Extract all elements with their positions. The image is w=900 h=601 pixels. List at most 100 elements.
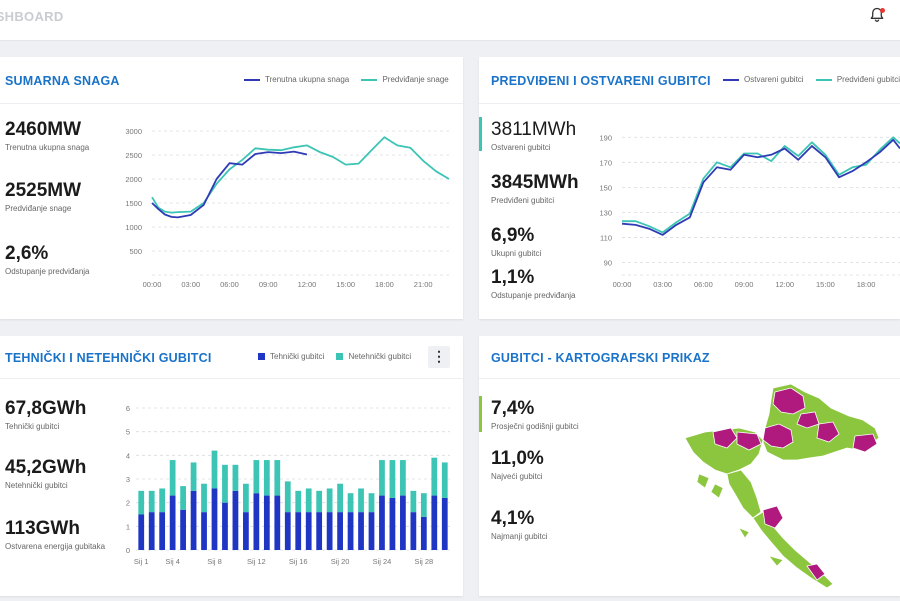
bar-nontechnical [410, 490, 417, 513]
x-tick-label: 21:00 [414, 280, 433, 289]
bar-nontechnical [232, 464, 239, 491]
chart-legend: Ostvareni gubitci Predviđeni gubitci [713, 75, 900, 84]
card-header: TEHNIČKI I NETEHNIČKI GUBITCI Tehnički g… [0, 336, 463, 379]
bar-technical [263, 495, 270, 550]
y-tick-label: 1000 [125, 223, 142, 232]
bar-nontechnical [326, 488, 333, 513]
kpi-nontechnical-losses: 45,2GWh Netehnički gubitci [5, 457, 87, 490]
x-tick-label: Sij 20 [331, 557, 350, 566]
map-region-split-purple [762, 505, 784, 529]
x-tick-label: 09:00 [735, 280, 754, 289]
card-losses-map: GUBITCI - KARTOGRAFSKI PRIKAZ 7,4% Prosj… [479, 336, 900, 596]
bar-technical [138, 514, 145, 550]
bar-technical [284, 512, 291, 550]
card-header: PREDVIĐENI I OSTVARENI GUBITCI Ostvareni… [479, 57, 900, 104]
card-title: TEHNIČKI I NETEHNIČKI GUBITCI [5, 351, 212, 365]
map-region-islands [696, 473, 784, 567]
bar-nontechnical [347, 493, 354, 513]
y-tick-label: 2000 [125, 175, 142, 184]
bar-nontechnical [243, 483, 249, 513]
map-region-slavonia-purple [816, 421, 840, 443]
chart-legend: Tehnički gubitci Netehnički gubitci [248, 352, 411, 361]
page-title: ASHBOARD [0, 9, 64, 24]
legend-item-forecast[interactable]: Predviđanje snage [361, 75, 449, 84]
chart-legend: Trenutna ukupna snaga Predviđanje snage [234, 75, 449, 84]
y-tick-label: 170 [599, 158, 612, 167]
kpi-max-losses: 11,0% Najveći gubitci [491, 448, 544, 481]
y-tick-label: 3000 [125, 127, 142, 136]
kpi-forecast-deviation: 2,6% Odstupanje predviđanja [5, 243, 90, 276]
bar-technical [222, 502, 228, 550]
y-tick-label: 4 [126, 451, 130, 460]
y-tick-label: 500 [129, 247, 142, 256]
legend-item-actual[interactable]: Ostvareni gubitci [723, 75, 804, 84]
accent-bar [479, 117, 482, 151]
bar-nontechnical [358, 488, 364, 513]
card-title: SUMARNA SNAGA [5, 74, 120, 88]
bar-nontechnical [253, 460, 260, 494]
bar-technical [410, 512, 417, 550]
x-tick-label: 00:00 [143, 280, 162, 289]
bar-technical [253, 493, 260, 550]
bar-technical [159, 512, 166, 550]
card-header: GUBITCI - KARTOGRAFSKI PRIKAZ [479, 336, 900, 379]
map-region-east-purple [852, 433, 878, 453]
y-tick-label: 110 [600, 233, 612, 242]
kpi-actual-losses: 3811MWh Ostvareni gubitci [491, 119, 577, 152]
bar-technical [441, 497, 448, 550]
bar-nontechnical [420, 493, 427, 517]
series-line-secondary [151, 136, 450, 214]
bar-technical [420, 516, 427, 550]
bar-nontechnical [159, 488, 166, 513]
croatia-losses-map[interactable] [679, 378, 899, 593]
bar-nontechnical [148, 490, 155, 513]
x-tick-label: Sij 1 [134, 557, 149, 566]
x-tick-label: 09:00 [259, 280, 278, 289]
bar-technical [347, 512, 354, 550]
kpi-current-power: 2460MW Trenutna ukupna snaga [5, 119, 90, 152]
x-tick-label: 18:00 [375, 280, 394, 289]
bell-icon[interactable] [868, 6, 886, 24]
x-tick-label: Sij 4 [165, 557, 180, 566]
bar-nontechnical [190, 462, 197, 491]
map-region-karlovac-purple [736, 431, 762, 451]
x-tick-label: Sij 16 [289, 557, 308, 566]
x-tick-label: Sij 24 [373, 557, 392, 566]
top-bar: ASHBOARD [0, 0, 900, 41]
power-line-chart: 500 1000 1500 2000 2500 3000 00:00 03:00 06:00 09… [125, 127, 450, 289]
map-region-north-purple [772, 387, 806, 415]
bar-technical [316, 512, 323, 550]
kpi-total-loss-energy: 113GWh Ostvarena energija gubitaka [5, 518, 106, 551]
card-total-power: SUMARNA SNAGA Trenutna ukupna snaga Pred… [0, 57, 463, 319]
bar-nontechnical [337, 483, 343, 513]
x-tick-label: 15:00 [336, 280, 355, 289]
y-tick-label: 2500 [125, 151, 142, 160]
bar-technical [148, 512, 155, 550]
kpi-avg-annual-losses: 7,4% Prosječni godišnji gubitci [491, 398, 579, 431]
bar-technical [295, 512, 302, 550]
bar-technical [305, 512, 312, 550]
bar-nontechnical [305, 488, 312, 513]
legend-item-predicted[interactable]: Predviđeni gubitci [815, 75, 900, 84]
map-region-south-purple [806, 563, 826, 581]
legend-item-current[interactable]: Trenutna ukupna snaga [244, 75, 349, 84]
more-vertical-icon[interactable]: ⋮ [428, 346, 450, 368]
series-line-primary [621, 138, 900, 236]
bar-technical [389, 497, 396, 550]
bar-nontechnical [138, 490, 145, 515]
card-technical-nontechnical-losses: TEHNIČKI I NETEHNIČKI GUBITCI Tehnički g… [0, 336, 463, 596]
accent-bar [479, 396, 482, 432]
bar-nontechnical [389, 460, 396, 498]
bar-nontechnical [379, 460, 385, 496]
x-tick-label: Sij 12 [247, 557, 266, 566]
bar-nontechnical [431, 457, 438, 496]
bar-technical [368, 512, 375, 550]
card-title: GUBITCI - KARTOGRAFSKI PRIKAZ [491, 351, 710, 365]
bar-nontechnical [263, 460, 270, 496]
legend-item-nontechnical[interactable]: Netehnički gubitci [336, 352, 411, 361]
y-tick-label: 3 [126, 475, 130, 484]
x-tick-label: 12:00 [775, 280, 794, 289]
legend-item-technical[interactable]: Tehnički gubitci [258, 352, 324, 361]
y-tick-label: 150 [599, 183, 612, 192]
kpi-technical-losses: 67,8GWh Tehnički gubitci [5, 398, 87, 431]
